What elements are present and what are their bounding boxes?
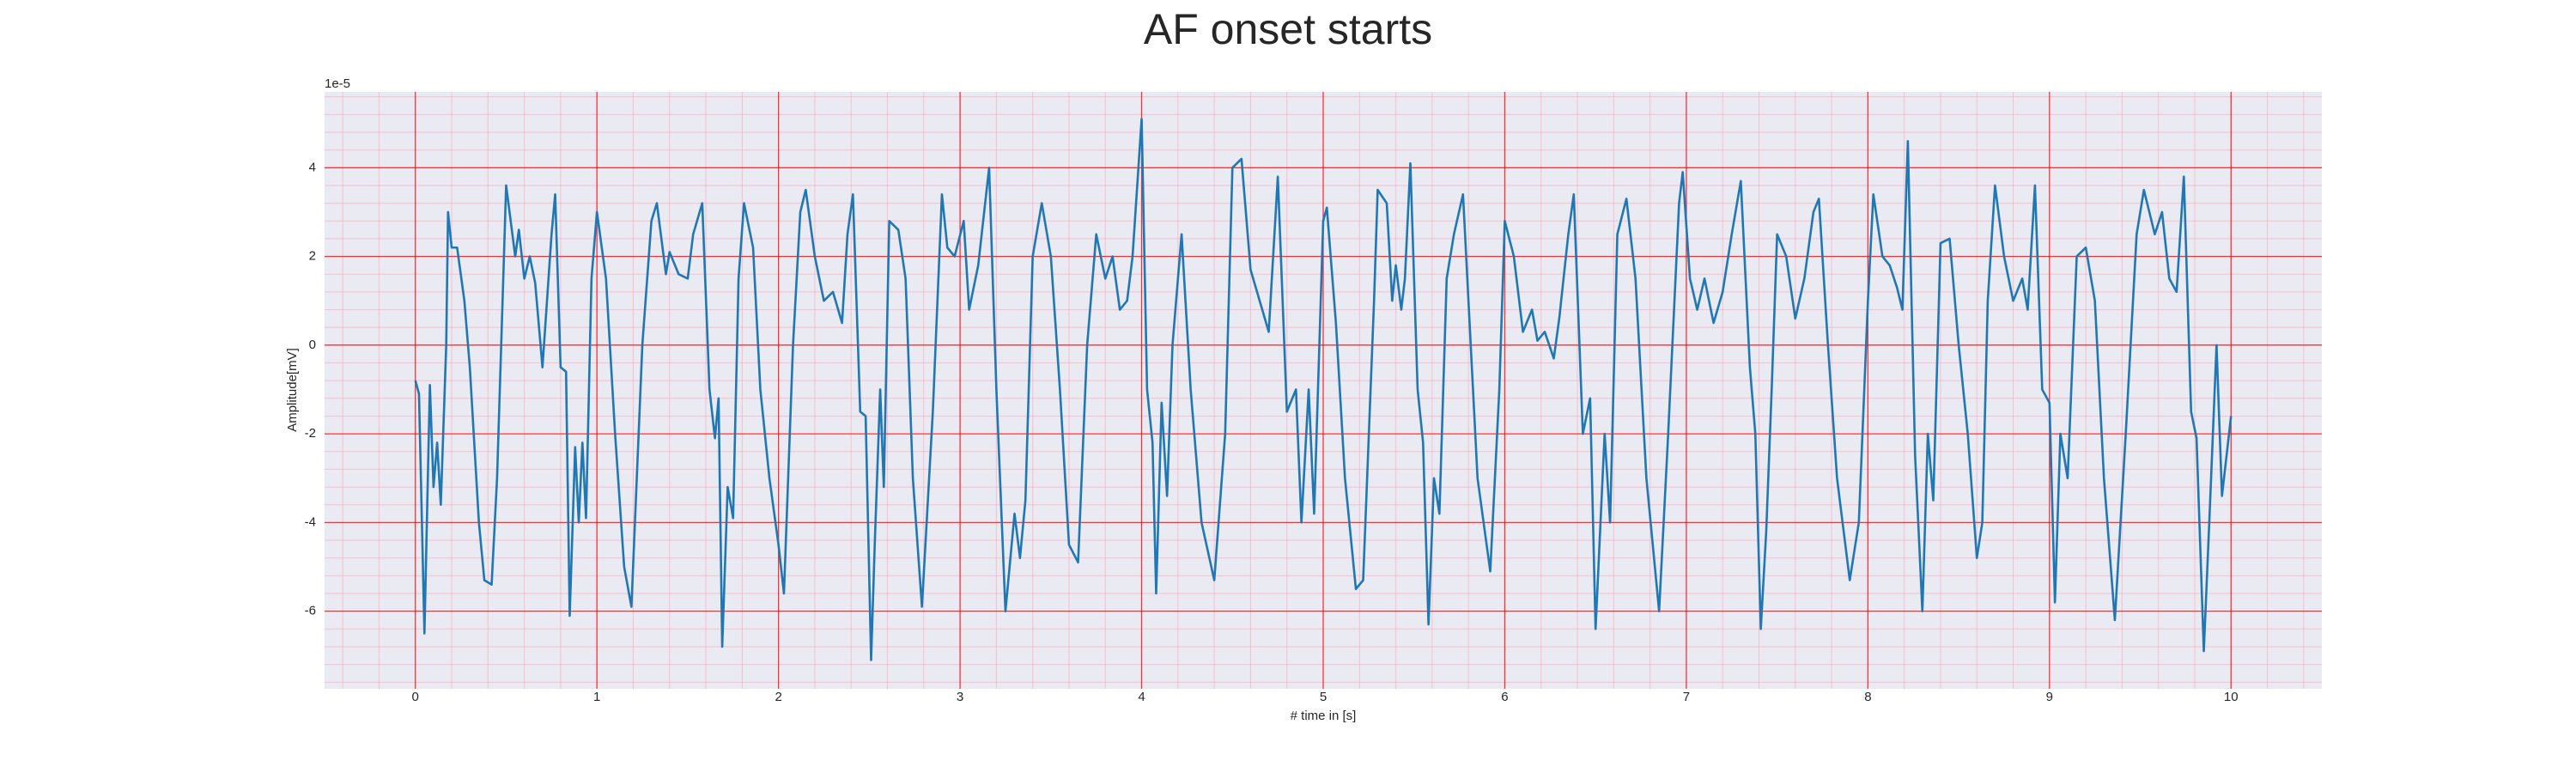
plot-area (325, 92, 2322, 689)
x-tick-label: 3 (957, 690, 963, 704)
x-tick-label: 10 (2224, 690, 2239, 704)
x-tick-label: 5 (1320, 690, 1327, 704)
y-offset-label: 1e-5 (325, 76, 350, 91)
y-tick-label: 0 (309, 338, 316, 352)
y-tick-label: 2 (309, 249, 316, 264)
x-tick-label: 7 (1683, 690, 1690, 704)
y-axis-label: Amplitude[mV] (285, 348, 300, 432)
x-axis-label: # time in [s] (1291, 709, 1357, 723)
x-tick-label: 8 (1864, 690, 1871, 704)
x-tick-label: 9 (2046, 690, 2053, 704)
y-tick-label: -6 (305, 604, 316, 618)
x-tick-label: 0 (412, 690, 419, 704)
x-tick-label: 2 (775, 690, 781, 704)
y-tick-label: 4 (309, 160, 316, 174)
x-tick-label: 1 (593, 690, 600, 704)
y-tick-label: -2 (305, 426, 316, 441)
x-tick-label: 6 (1501, 690, 1508, 704)
x-tick-label: 4 (1138, 690, 1145, 704)
y-tick-label: -4 (305, 514, 316, 529)
signal-line (414, 118, 2233, 661)
chart-title: AF onset starts (1144, 5, 1432, 53)
